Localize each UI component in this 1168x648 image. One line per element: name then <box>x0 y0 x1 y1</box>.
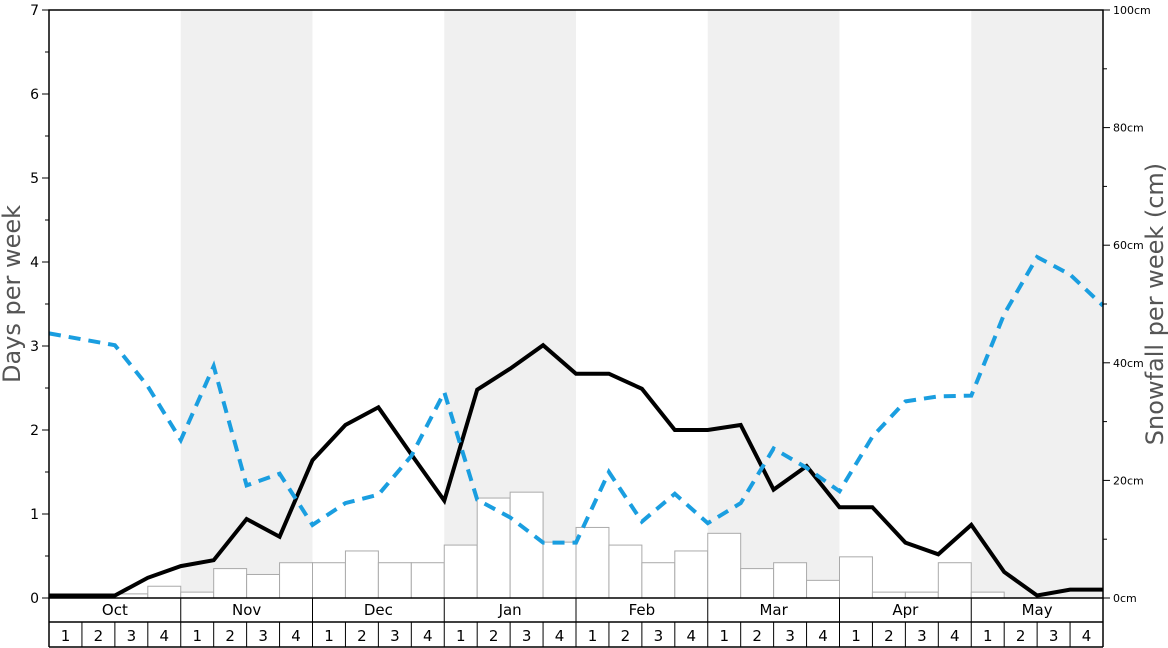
snowfall-bar <box>608 544 643 599</box>
week-label: 1 <box>719 627 729 645</box>
week-label: 3 <box>785 627 795 645</box>
left-tick-label: 7 <box>30 3 39 19</box>
left-tick-label: 1 <box>30 507 39 523</box>
left-axis: 0 1 2 3 4 5 6 7 <box>30 3 49 607</box>
week-label: 4 <box>555 627 565 645</box>
week-label: 4 <box>687 627 697 645</box>
left-tick-label: 5 <box>30 171 39 187</box>
snowfall-bar <box>674 550 709 599</box>
week-label: 1 <box>192 627 202 645</box>
left-tick-label: 2 <box>30 423 39 439</box>
week-label: 3 <box>127 627 137 645</box>
snowfall-bars <box>114 491 1005 599</box>
week-label: 4 <box>291 627 301 645</box>
snowfall-bar <box>279 562 313 599</box>
left-tick-label: 4 <box>30 255 39 271</box>
week-label: 1 <box>588 627 598 645</box>
week-label: 3 <box>258 627 268 645</box>
snowfall-bar <box>937 562 972 599</box>
solid-days-line <box>49 342 1103 598</box>
month-label: Dec <box>364 601 393 619</box>
snowfall-bar <box>246 573 281 599</box>
week-label: 1 <box>456 627 466 645</box>
week-label: 2 <box>489 627 499 645</box>
snowfall-bar <box>773 562 808 599</box>
week-label: 4 <box>1082 627 1092 645</box>
week-label: 3 <box>654 627 664 645</box>
left-tick-label: 6 <box>30 87 39 103</box>
snowfall-bar <box>443 544 478 599</box>
snowfall-bar <box>180 591 215 599</box>
month-band <box>180 10 313 598</box>
right-tick-label: 80cm <box>1113 122 1144 135</box>
snowfall-bar <box>904 591 939 599</box>
month-label: Feb <box>629 601 656 619</box>
week-label: 2 <box>225 627 235 645</box>
series-lines <box>48 254 1105 598</box>
left-tick-label: 0 <box>30 591 39 607</box>
week-label: 4 <box>818 627 828 645</box>
month-bands <box>180 10 1103 598</box>
snowfall-bar <box>806 579 840 599</box>
week-label: 2 <box>884 627 894 645</box>
right-axis-title: Snowfall per week (cm) <box>1141 163 1168 445</box>
snowfall-bar <box>147 585 182 599</box>
snowfall-bar <box>839 556 873 599</box>
snowfall-bar <box>509 491 544 599</box>
right-tick-label: 0cm <box>1113 592 1137 605</box>
month-band <box>707 10 840 598</box>
dashed-days-line <box>48 254 1105 545</box>
right-tick-label: 100cm <box>1113 4 1151 17</box>
week-label: 2 <box>357 627 367 645</box>
month-label: May <box>1022 601 1053 619</box>
x-axis: Oct Nov Dec Jan Feb Mar Apr May 1 2 3 4 1 2 3 4 1 2 3 4 1 2 3 4… <box>48 598 1104 648</box>
month-label: Mar <box>759 601 788 619</box>
right-axis: 0cm 20cm 40cm 60cm 80cm 100cm <box>1103 4 1151 605</box>
right-tick-label: 20cm <box>1113 474 1144 487</box>
week-label: 2 <box>94 627 104 645</box>
month-label: Oct <box>102 601 128 619</box>
week-label: 3 <box>1049 627 1059 645</box>
week-label: 2 <box>752 627 762 645</box>
month-label: Nov <box>232 601 261 619</box>
week-label: 4 <box>160 627 170 645</box>
snowfall-bar <box>213 568 248 599</box>
right-tick-label: 60cm <box>1113 239 1144 252</box>
left-axis-title: Days per week <box>0 205 26 383</box>
snowfall-bar <box>970 591 1005 599</box>
snowfall-bar <box>871 591 906 599</box>
week-label: 1 <box>983 627 993 645</box>
left-tick-label: 3 <box>30 339 39 355</box>
week-label: 2 <box>1016 627 1026 645</box>
right-tick-label: 40cm <box>1113 357 1144 370</box>
week-label: 3 <box>390 627 400 645</box>
snowfall-bar <box>641 562 676 599</box>
snowfall-bar <box>377 562 412 599</box>
week-label: 4 <box>950 627 960 645</box>
week-label: 3 <box>917 627 927 645</box>
month-label: Apr <box>892 601 919 619</box>
week-label: 3 <box>522 627 532 645</box>
snowfall-bar <box>312 562 346 599</box>
snowfall-bar <box>410 562 445 599</box>
snowfall-bar <box>344 550 379 599</box>
week-label: 1 <box>61 627 71 645</box>
week-label: 1 <box>851 627 861 645</box>
week-label: 1 <box>324 627 334 645</box>
month-band <box>971 10 1103 598</box>
snowfall-bar <box>740 568 775 599</box>
snowfall-bar <box>707 532 742 599</box>
month-label: Jan <box>498 601 522 619</box>
week-label: 4 <box>423 627 433 645</box>
snowfall-bar <box>575 526 610 599</box>
snowfall-bar <box>542 541 577 599</box>
week-label: 2 <box>621 627 631 645</box>
